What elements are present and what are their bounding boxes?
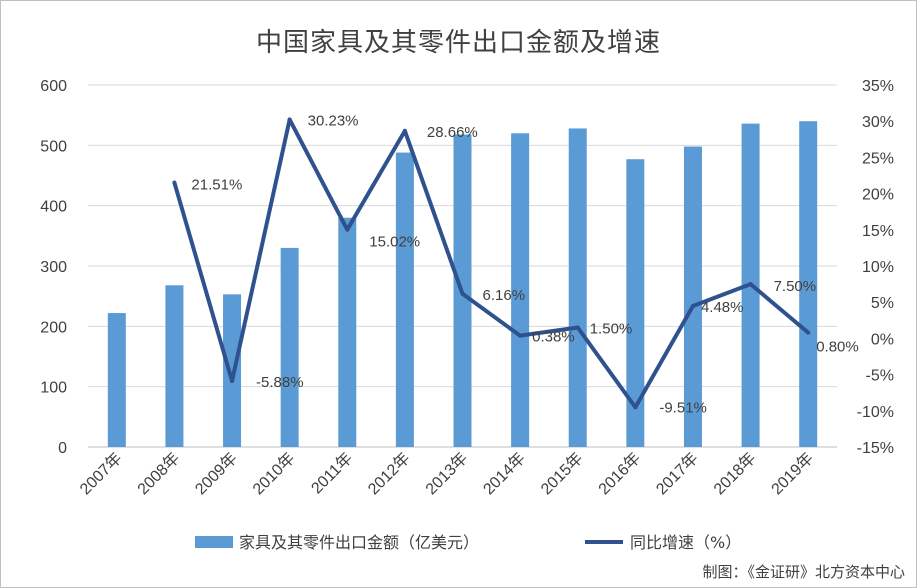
data-label: 4.48% xyxy=(701,299,744,316)
legend-bar-swatch xyxy=(195,536,233,548)
data-label: 1.50% xyxy=(590,321,633,338)
x-tick-label: 2017年 xyxy=(653,449,702,498)
data-labels: 21.51% -5.88% 30.23% 15.02% 28.66% 6.16% 0.38%… xyxy=(191,113,858,417)
y-right-tick-label: 5% xyxy=(871,295,894,312)
data-label: 0.80% xyxy=(816,339,859,356)
line-point xyxy=(633,405,638,410)
x-tick-label: 2012年 xyxy=(364,449,413,498)
y-left-tick-label: 100 xyxy=(40,380,67,397)
bar xyxy=(626,159,645,447)
line-point xyxy=(518,333,523,338)
y-right-tick-label: 25% xyxy=(862,150,894,167)
x-tick-label: 2014年 xyxy=(480,449,529,498)
line-point xyxy=(460,291,465,296)
x-tick-label: 2018年 xyxy=(710,449,759,498)
y-axis-right: -15% -10% -5% 0% 5% 10% 15% 20% 25% 30% 35% xyxy=(857,78,894,457)
y-left-tick-label: 500 xyxy=(40,138,67,155)
line-point xyxy=(287,117,292,122)
x-tick-label: 2010年 xyxy=(249,449,298,498)
line-point xyxy=(345,227,350,232)
legend: 家具及其零件出口金额（亿美元） 同比增速（%） xyxy=(195,533,741,552)
line-series xyxy=(172,117,811,410)
x-tick-label: 2009年 xyxy=(192,449,241,498)
x-tick-label: 2019年 xyxy=(768,449,817,498)
y-right-tick-label: 35% xyxy=(862,78,894,95)
x-tick-label: 2007年 xyxy=(76,449,125,498)
data-label: -5.88% xyxy=(256,374,304,391)
y-right-tick-label: 0% xyxy=(871,331,894,348)
y-left-tick-label: 0 xyxy=(58,440,67,457)
line-point xyxy=(402,128,407,133)
y-left-tick-label: 400 xyxy=(40,199,67,216)
y-left-tick-label: 200 xyxy=(40,319,67,336)
bar xyxy=(568,128,587,447)
x-tick-label: 2015年 xyxy=(537,449,586,498)
line-point xyxy=(748,282,753,287)
bar xyxy=(165,285,184,447)
x-tick-label: 2013年 xyxy=(422,449,471,498)
legend-line-label: 同比增速（%） xyxy=(630,533,741,552)
bar xyxy=(511,133,530,447)
data-label: 6.16% xyxy=(483,287,526,304)
x-tick-label: 2011年 xyxy=(308,449,356,497)
data-label: 0.38% xyxy=(532,329,575,346)
y-right-tick-label: 30% xyxy=(862,114,894,131)
y-right-tick-label: -10% xyxy=(857,404,894,421)
bar xyxy=(799,121,818,447)
data-label: 15.02% xyxy=(369,234,420,251)
line-point xyxy=(575,325,580,330)
y-left-tick-label: 300 xyxy=(40,259,67,276)
bar xyxy=(107,313,126,447)
y-right-tick-label: 20% xyxy=(862,187,894,204)
line-point xyxy=(172,180,177,185)
y-right-tick-label: 10% xyxy=(862,259,894,276)
y-axis-left: 0 100 200 300 400 500 600 xyxy=(40,78,67,457)
bar xyxy=(683,146,702,448)
chart-title: 中国家具及其零件出口金额及增速 xyxy=(255,28,661,58)
line-point xyxy=(806,330,811,335)
data-label: -9.51% xyxy=(659,399,707,416)
bar xyxy=(223,294,242,447)
data-label: 28.66% xyxy=(427,124,478,141)
bar xyxy=(280,247,299,447)
y-right-tick-label: -5% xyxy=(866,368,894,385)
legend-bar-label: 家具及其零件出口金额（亿美元） xyxy=(239,533,479,552)
data-label: 7.50% xyxy=(774,278,817,295)
line-point xyxy=(230,378,235,383)
bar xyxy=(338,217,357,447)
x-tick-label: 2016年 xyxy=(595,449,644,498)
x-tick-label: 2008年 xyxy=(134,449,183,498)
source-note: 制图：《金证研》北方资本中心 xyxy=(702,563,905,581)
bar xyxy=(395,152,414,447)
y-left-tick-label: 600 xyxy=(40,78,67,95)
y-right-tick-label: -15% xyxy=(857,440,894,457)
growth-line xyxy=(172,117,811,410)
line-point xyxy=(690,303,695,308)
data-label: 21.51% xyxy=(191,177,242,194)
bar-series xyxy=(107,121,818,448)
x-axis: 2007年 2008年 2009年 2010年 2011年 2012年 2013年 2014年… xyxy=(76,449,817,498)
y-right-tick-label: 15% xyxy=(862,223,894,240)
data-label: 30.23% xyxy=(308,113,359,130)
